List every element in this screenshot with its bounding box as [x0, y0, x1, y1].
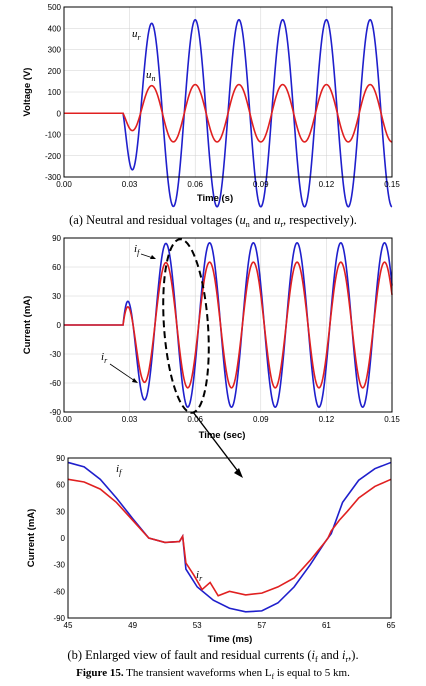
current-chart: 0.00 0.03 0.06 0.09 0.12 0.15 -90 -60 -30 0 30 60 90… [22, 234, 400, 478]
x-tick-label: 0.15 [384, 180, 400, 189]
y-tick-label: -100 [45, 131, 62, 140]
x-tick-label: 0.15 [384, 415, 400, 424]
x-tick-label: 0.09 [253, 180, 269, 189]
y-tick-label: 200 [48, 67, 62, 76]
x-tick-label: 0.12 [319, 180, 335, 189]
y-tick-label: 0 [57, 109, 62, 118]
x-tick-label: 0.00 [56, 180, 72, 189]
voltage-series [64, 18, 393, 208]
y-tick-label: -90 [53, 614, 65, 623]
zoom-pointer-line [192, 411, 241, 475]
ir-annotation: ir [101, 351, 108, 365]
enlarged-x-axis-label: Time (ms) [208, 634, 253, 645]
y-tick-label: 60 [52, 263, 61, 272]
y-tick-label: 60 [56, 481, 65, 490]
ur-annotation: ur [132, 28, 142, 42]
zoom-pointer-arrowhead [234, 468, 243, 478]
y-tick-label: 0 [57, 321, 62, 330]
y-tick-label: -60 [53, 587, 65, 596]
x-tick-label: 0.03 [122, 180, 138, 189]
current-series-ir-line [64, 261, 393, 389]
if-pointer-arrowhead [150, 255, 156, 259]
x-tick-label: 53 [193, 621, 202, 630]
x-tick-label: 49 [128, 621, 137, 630]
figure-caption: Figure 15. The transient waveforms when … [76, 667, 350, 681]
y-tick-label: 30 [56, 507, 65, 516]
y-tick-label: -60 [49, 379, 61, 388]
un-annotation: un [146, 69, 156, 83]
y-tick-label: 90 [56, 454, 65, 463]
caption-b: (b) Enlarged view of fault and residual … [67, 648, 358, 664]
current-x-axis-label: Time (sec) [199, 430, 246, 441]
voltage-plot-frame [63, 6, 393, 178]
voltage-y-axis-label: Voltage (V) [22, 68, 33, 117]
enlarged-y-axis-label: Current (mA) [26, 509, 37, 568]
enlarged-if-annotation: if [116, 463, 123, 477]
x-tick-label: 0.03 [122, 415, 138, 424]
ir-pointer-arrowhead [132, 378, 138, 383]
y-tick-label: 100 [48, 88, 62, 97]
y-tick-label: -200 [45, 152, 62, 161]
caption-a: (a) Neutral and residual voltages (un an… [69, 213, 357, 229]
x-tick-label: 0.12 [319, 415, 335, 424]
y-tick-label: -30 [49, 350, 61, 359]
voltage-tick-labels: 0.00 0.03 0.06 0.09 0.12 0.15 -300 -200 -100 0 100… [45, 3, 400, 189]
enlarged-series-if-line [67, 461, 392, 613]
x-tick-label: 0.06 [187, 415, 203, 424]
x-tick-label: 0.06 [187, 180, 203, 189]
x-tick-label: 57 [257, 621, 266, 630]
enlarged-chart: 45 49 53 57 61 65 -90 -60 -30 0 30 60 90 Time (ms) C… [26, 454, 396, 645]
voltage-x-axis-label: Time (s) [197, 193, 233, 204]
y-tick-label: 90 [52, 234, 61, 243]
y-tick-label: -300 [45, 173, 62, 182]
current-plot-frame [63, 237, 393, 413]
y-tick-label: 0 [61, 534, 66, 543]
x-tick-label: 0.09 [253, 415, 269, 424]
enlarged-plot-frame [67, 457, 392, 619]
voltage-gridlines [64, 7, 392, 177]
current-tick-labels: 0.00 0.03 0.06 0.09 0.12 0.15 -90 -60 -30 0 30 60 90 [49, 234, 400, 424]
zoom-region-ellipse [162, 238, 210, 414]
enlarged-series-ir-line [67, 478, 392, 597]
current-y-axis-label: Current (mA) [22, 296, 33, 355]
voltage-series-un-line [64, 83, 393, 143]
x-tick-label: 0.00 [56, 415, 72, 424]
enlarged-series [67, 461, 392, 613]
y-tick-label: -90 [49, 408, 61, 417]
current-series [64, 242, 393, 408]
enlarged-tick-labels: 45 49 53 57 61 65 -90 -60 -30 0 30 60 90 [53, 454, 396, 630]
x-tick-label: 65 [387, 621, 396, 630]
x-tick-label: 61 [322, 621, 331, 630]
voltage-chart: 0.00 0.03 0.06 0.09 0.12 0.15 -300 -200 -100 0 100… [22, 3, 400, 208]
current-gridlines [64, 238, 392, 412]
y-tick-label: 400 [48, 24, 62, 33]
y-tick-label: 30 [52, 292, 61, 301]
y-tick-label: 500 [48, 3, 62, 12]
x-tick-label: 45 [64, 621, 73, 630]
ir-pointer-line [109, 363, 136, 382]
y-tick-label: 300 [48, 46, 62, 55]
enlarged-ir-annotation: ir [196, 569, 203, 583]
if-annotation: if [134, 243, 141, 257]
y-tick-label: -30 [53, 561, 65, 570]
